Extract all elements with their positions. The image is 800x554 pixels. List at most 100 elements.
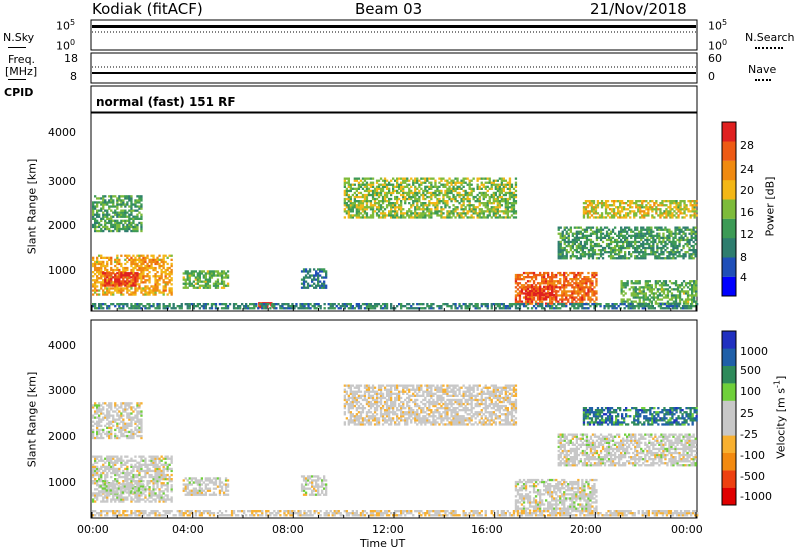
power-cell: [506, 191, 509, 195]
power-cell: [369, 189, 373, 193]
power-cell: [551, 278, 554, 281]
power-cell: [579, 246, 582, 250]
power-cell: [160, 258, 163, 261]
velocity-ytick: 1000: [48, 476, 76, 489]
power-cell: [512, 195, 516, 199]
power-cell: [96, 260, 99, 264]
power-cell: [688, 238, 691, 242]
velocity-cell: [130, 457, 133, 460]
power-cell: [573, 238, 576, 242]
power-cell: [543, 282, 546, 285]
power-cell: [156, 262, 159, 266]
power-cell: [351, 204, 354, 207]
power-cell: [454, 210, 457, 213]
power-cell: [565, 284, 568, 287]
power-cell: [444, 204, 447, 207]
power-cell: [408, 307, 411, 310]
power-cell: [365, 202, 369, 205]
power-cell: [694, 251, 697, 254]
power-cell: [579, 276, 582, 279]
power-cell: [243, 305, 246, 308]
power-cell: [130, 225, 133, 229]
power-cell: [575, 284, 578, 287]
power-cell: [361, 206, 365, 209]
power-cell: [379, 216, 383, 219]
power-cell: [361, 200, 365, 203]
power-cell: [551, 285, 554, 288]
power-cell: [555, 285, 558, 288]
velocity-cell: [112, 480, 115, 483]
power-cell: [216, 280, 220, 283]
power-cell: [474, 212, 477, 215]
power-cell: [440, 183, 443, 186]
power-cell: [381, 197, 385, 201]
power-cell: [557, 294, 560, 297]
power-cell: [367, 177, 371, 180]
power-cell: [170, 254, 173, 257]
power-cell: [307, 307, 310, 310]
power-cell: [567, 232, 570, 235]
power-cell: [146, 275, 149, 278]
power-cell: [496, 204, 499, 207]
power-cell: [130, 303, 133, 306]
power-cell: [136, 199, 139, 202]
power-cell: [158, 291, 161, 294]
power-cell: [130, 293, 133, 296]
velocity-cell: [116, 494, 119, 497]
power-cell: [365, 212, 369, 215]
power-cell: [587, 296, 590, 299]
power-cell: [632, 300, 635, 303]
power-cell: [414, 181, 417, 184]
power-cell: [644, 253, 647, 256]
power-cell: [134, 203, 137, 206]
power-cell: [247, 305, 250, 308]
power-cell: [621, 200, 624, 203]
power-cell: [156, 260, 159, 264]
power-cell: [589, 238, 593, 242]
power-cell: [462, 179, 465, 182]
power-cell: [488, 181, 491, 184]
power-cell: [684, 228, 687, 231]
power-cell: [573, 307, 576, 310]
power-cell: [192, 272, 195, 275]
power-cell: [100, 281, 103, 284]
power-cell: [659, 208, 662, 211]
power-cell: [261, 307, 264, 310]
power-cell: [619, 206, 622, 209]
power-cell: [96, 219, 99, 222]
power-cell: [614, 226, 617, 229]
power-cell: [456, 212, 459, 215]
power-cell: [547, 287, 550, 291]
power-cell: [351, 216, 354, 219]
power-cell: [371, 212, 375, 215]
power-cell: [567, 282, 570, 285]
velocity-cell: [94, 488, 97, 491]
power-cell: [643, 305, 646, 308]
power-cell: [673, 210, 676, 213]
power-cell: [514, 307, 518, 310]
power-cell: [573, 276, 576, 279]
power-cell: [315, 272, 318, 275]
power-cell: [595, 296, 598, 299]
power-cell: [442, 303, 445, 306]
power-cell: [94, 219, 97, 222]
power-cell: [464, 214, 467, 217]
power-cell: [613, 303, 616, 306]
power-cell: [448, 206, 451, 209]
power-cell: [150, 258, 153, 261]
power-cell: [641, 214, 644, 217]
power-cell: [388, 204, 391, 207]
power-cell: [110, 197, 113, 200]
power-cell: [388, 202, 391, 205]
velocity-cell: [102, 482, 105, 485]
power-cell: [158, 264, 161, 268]
power-cell: [522, 276, 526, 279]
power-cell: [571, 298, 574, 301]
power-cell: [110, 272, 113, 275]
power-cell: [608, 204, 612, 207]
power-cell: [357, 181, 361, 184]
power-cell: [629, 202, 632, 205]
power-cell: [385, 307, 389, 310]
power-cell: [647, 206, 650, 209]
power-cell: [367, 305, 371, 308]
